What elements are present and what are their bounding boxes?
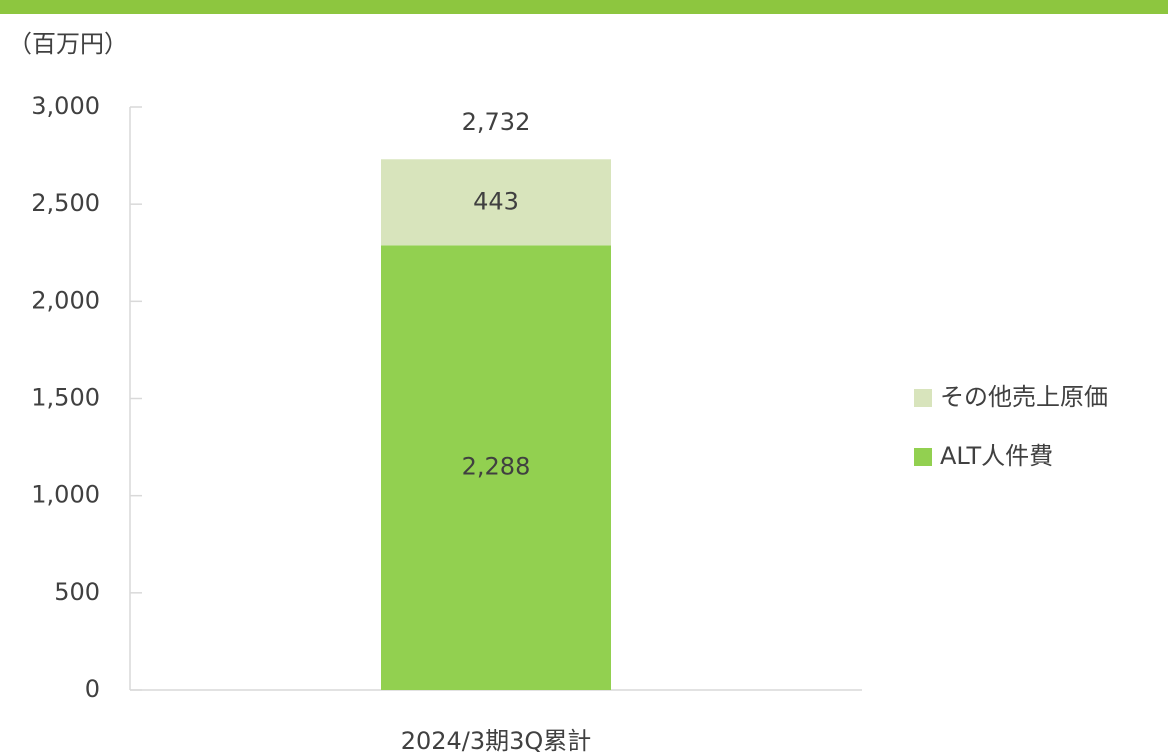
data-label: 443 <box>473 187 519 215</box>
y-tick-label: 0 <box>85 675 100 703</box>
data-label: 2,288 <box>462 453 531 481</box>
y-tick-label: 500 <box>54 578 100 606</box>
y-tick-label: 1,500 <box>31 384 100 412</box>
header-band <box>0 0 1168 14</box>
y-tick-label: 1,000 <box>31 481 100 509</box>
legend-swatch <box>914 389 932 407</box>
x-tick-label: 2024/3期3Q累計 <box>401 727 592 755</box>
y-tick-label: 2,000 <box>31 286 100 314</box>
total-label: 2,732 <box>462 108 531 136</box>
legend-label: ALT人件費 <box>940 442 1053 470</box>
y-tick-label: 2,500 <box>31 189 100 217</box>
legend-label: その他売上原価 <box>940 383 1108 411</box>
legend-swatch <box>914 448 932 466</box>
bar-segment <box>381 159 611 246</box>
bar-segment <box>381 245 611 690</box>
unit-label: （百万円） <box>8 30 128 58</box>
y-tick-label: 3,000 <box>31 92 100 120</box>
